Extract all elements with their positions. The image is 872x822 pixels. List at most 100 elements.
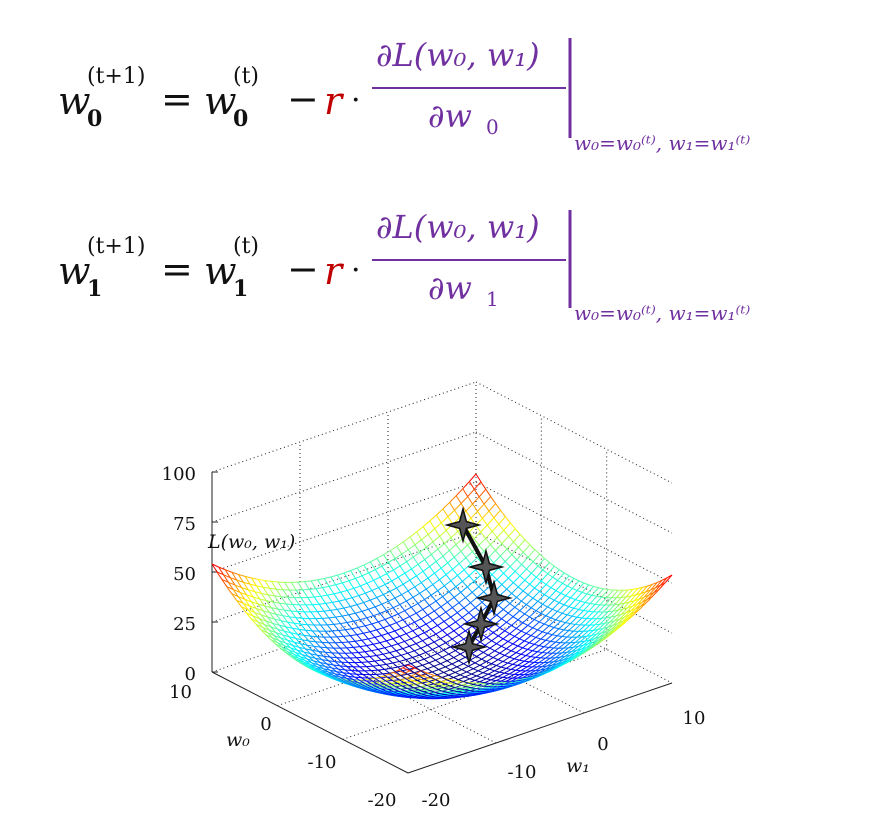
mesh-line xyxy=(520,679,526,681)
mesh-line xyxy=(494,645,502,652)
mesh-line xyxy=(364,650,372,653)
mesh-line xyxy=(474,662,481,666)
mesh-line xyxy=(658,582,666,591)
mesh-line xyxy=(443,687,449,690)
mesh-line xyxy=(588,610,594,613)
mesh-line xyxy=(568,646,574,649)
mesh-line xyxy=(343,570,351,574)
mesh-line xyxy=(420,582,427,590)
mesh-line xyxy=(531,572,537,578)
mesh-line xyxy=(349,673,357,675)
mesh-line xyxy=(561,647,569,654)
mesh-line xyxy=(337,572,345,576)
mesh-line xyxy=(399,561,407,567)
mesh-line xyxy=(427,614,433,621)
mesh-line xyxy=(391,580,398,589)
mesh-line xyxy=(537,646,545,653)
mesh-line xyxy=(446,679,452,683)
mesh-line xyxy=(317,579,323,588)
mesh-line xyxy=(506,582,514,590)
mesh-line xyxy=(499,548,508,557)
mesh-line xyxy=(563,629,569,632)
mesh-line xyxy=(384,584,391,592)
eq0-lhs-sub: 0 xyxy=(87,106,102,132)
mesh-line xyxy=(352,684,358,688)
mesh-line xyxy=(370,557,378,563)
mesh-line xyxy=(429,514,437,522)
mesh-line xyxy=(559,662,566,666)
mesh-line xyxy=(645,589,651,593)
mesh-line xyxy=(370,597,377,601)
mesh-line xyxy=(410,635,418,640)
mesh-line xyxy=(331,667,339,670)
mesh-line xyxy=(533,657,541,663)
mesh-line xyxy=(620,612,627,615)
mesh-line xyxy=(364,592,371,601)
mesh-line xyxy=(451,660,459,665)
mesh-line xyxy=(427,668,433,673)
mesh-line xyxy=(357,652,364,658)
mesh-line xyxy=(399,659,407,662)
mesh-line xyxy=(448,674,454,678)
mesh-line xyxy=(558,622,566,630)
mesh-line xyxy=(378,587,384,595)
mesh-line xyxy=(307,644,314,647)
mesh-line xyxy=(393,565,401,571)
mesh-line xyxy=(318,603,325,612)
mesh-line xyxy=(607,624,613,628)
mesh-line xyxy=(377,621,384,629)
w0-axis-label: w₀ xyxy=(226,729,250,751)
mesh-line xyxy=(529,583,535,589)
mesh-line xyxy=(551,667,557,671)
mesh-line xyxy=(482,685,488,688)
mesh-line xyxy=(534,587,540,592)
mesh-line xyxy=(419,627,425,634)
mesh-line xyxy=(349,673,355,678)
mesh-line xyxy=(587,624,596,632)
mesh-line xyxy=(422,526,429,535)
mesh-line xyxy=(442,625,450,631)
mesh-line xyxy=(321,659,328,665)
mesh-line xyxy=(492,671,500,677)
mesh-line xyxy=(505,667,512,670)
mesh-line xyxy=(566,607,575,616)
mesh-line xyxy=(270,607,277,615)
mesh-line xyxy=(558,602,565,606)
mesh-line xyxy=(239,592,246,600)
mesh-line xyxy=(484,666,490,670)
mesh-line xyxy=(246,612,254,617)
mesh-line xyxy=(449,495,457,503)
mesh-line xyxy=(513,534,521,543)
mesh-line xyxy=(337,677,344,682)
mesh-line xyxy=(368,572,375,581)
mesh-line xyxy=(472,683,479,686)
mesh-line xyxy=(583,610,589,612)
mesh-line xyxy=(449,694,455,697)
mesh-line xyxy=(477,666,486,672)
mesh-line xyxy=(588,629,594,632)
mesh-line xyxy=(357,670,364,675)
mesh-line xyxy=(419,593,425,600)
mesh-line xyxy=(333,664,341,667)
mesh-line xyxy=(427,572,435,579)
mesh-line xyxy=(507,662,513,665)
mesh-line xyxy=(484,640,492,646)
mesh-line xyxy=(399,661,405,666)
mesh-line xyxy=(323,636,330,644)
mesh-line xyxy=(239,591,247,596)
mesh-line xyxy=(635,605,641,610)
mesh-line xyxy=(577,590,583,593)
mesh-line xyxy=(262,610,270,614)
mesh-line xyxy=(476,591,485,598)
mesh-line xyxy=(269,588,276,597)
mesh-line xyxy=(482,668,490,674)
mesh-line xyxy=(394,594,402,599)
mesh-line xyxy=(518,546,524,553)
mesh-line xyxy=(440,660,448,665)
mesh-line xyxy=(514,653,522,660)
mesh-line xyxy=(286,651,293,656)
mesh-line xyxy=(530,629,538,636)
mesh-line xyxy=(333,623,341,625)
mesh-line xyxy=(508,577,514,584)
mesh-line xyxy=(421,682,428,686)
